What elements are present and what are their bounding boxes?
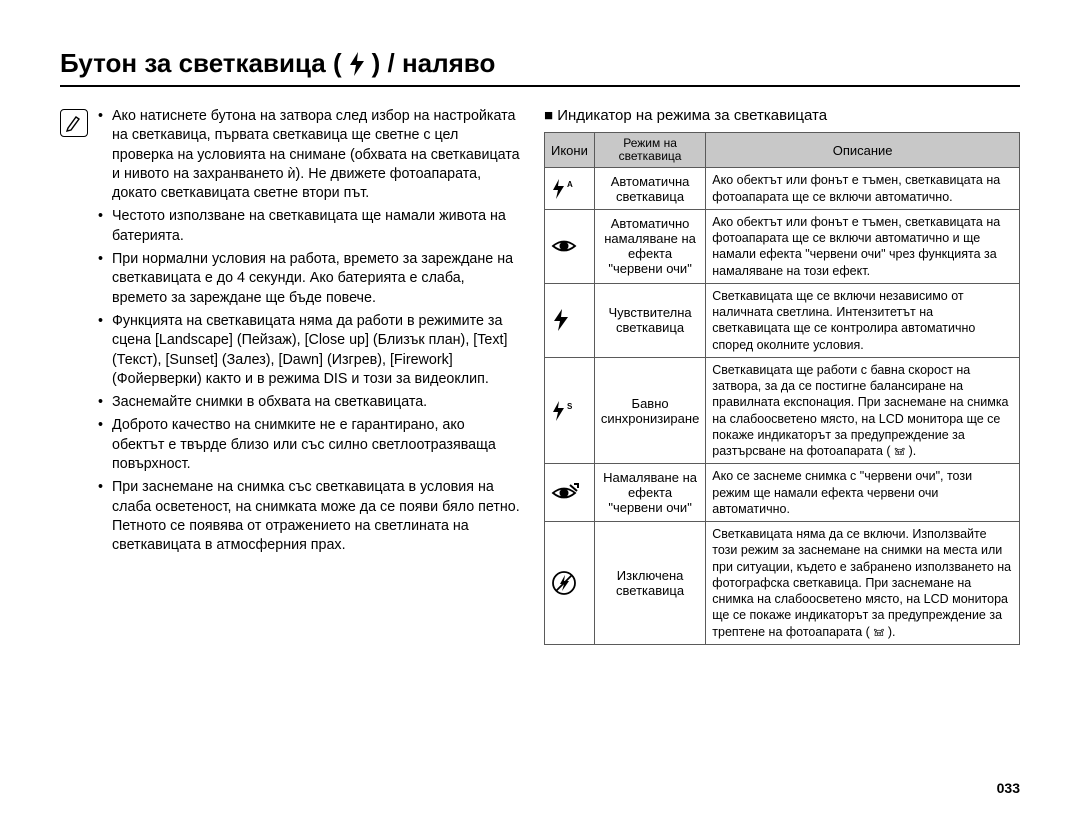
eye-icon [545, 209, 595, 283]
mode-label: Чувствителна светкавица [594, 283, 705, 357]
table-row: A Автоматична светкавица Ако обектът или… [545, 168, 1020, 210]
note-item: Честото използване на светкавицата ще на… [98, 207, 520, 246]
note-item: При нормални условия на работа, времето … [98, 250, 520, 308]
flash-icon [545, 283, 595, 357]
note-item: Ако натиснете бутона на затвора след изб… [98, 107, 520, 203]
col-desc: Описание [706, 133, 1020, 168]
svg-text:S: S [567, 402, 573, 411]
note-icon [60, 109, 88, 137]
note-item: При заснемане на снимка със светкавицата… [98, 478, 520, 555]
title-text-2: ) / наляво [372, 48, 496, 79]
note-item: Функцията на светкавицата няма да работи… [98, 312, 520, 389]
flash-icon [346, 51, 368, 77]
table-row: Изключена светкавица Светкавицата няма д… [545, 522, 1020, 645]
mode-desc: Ако обектът или фонът е тъмен, светкавиц… [706, 209, 1020, 283]
mode-desc: Светкавицата ще се включи независимо от … [706, 283, 1020, 357]
table-heading: Индикатор на режима за светкавицата [544, 107, 1020, 124]
eye-fix-icon [545, 464, 595, 522]
mode-desc: Ако обектът или фонът е тъмен, светкавиц… [706, 168, 1020, 210]
flash-modes-table: Икони Режим на светкавица Описание A Авт… [544, 132, 1020, 645]
page-number: 033 [997, 780, 1020, 796]
table-row: S Бавно синхронизиране Светкавицата ще р… [545, 357, 1020, 464]
table-row: Чувствителна светкавица Светкавицата ще … [545, 283, 1020, 357]
flash-auto-icon: A [545, 168, 595, 210]
table-row: Автоматично намаляване на ефекта "червен… [545, 209, 1020, 283]
table-body: A Автоматична светкавица Ако обектът или… [545, 168, 1020, 645]
flash-off-icon [545, 522, 595, 645]
page-title: Бутон за светкавица ( ) / наляво [60, 48, 1020, 87]
mode-label: Бавно синхронизиране [594, 357, 705, 464]
mode-label: Намаляване на ефекта "червени очи" [594, 464, 705, 522]
mode-desc: Ако се заснеме снимка с "червени очи", т… [706, 464, 1020, 522]
col-mode: Режим на светкавица [594, 133, 705, 168]
svg-text:A: A [567, 180, 573, 189]
col-icons: Икони [545, 133, 595, 168]
mode-label: Автоматично намаляване на ефекта "червен… [594, 209, 705, 283]
mode-desc: Светкавицата ще работи с бавна скорост н… [706, 357, 1020, 464]
mode-desc: Светкавицата няма да се включи. Използва… [706, 522, 1020, 645]
mode-label: Автоматична светкавица [594, 168, 705, 210]
note-item: Заснемайте снимки в обхвата на светкавиц… [98, 393, 520, 412]
table-row: Намаляване на ефекта "червени очи" Ако с… [545, 464, 1020, 522]
mode-label: Изключена светкавица [594, 522, 705, 645]
notes-list: Ако натиснете бутона на затвора след изб… [98, 107, 520, 645]
note-item: Доброто качество на снимките не е гарант… [98, 416, 520, 474]
title-text-1: Бутон за светкавица ( [60, 48, 342, 79]
flash-slow-icon: S [545, 357, 595, 464]
notes-block: Ако натиснете бутона на затвора след изб… [60, 107, 520, 645]
